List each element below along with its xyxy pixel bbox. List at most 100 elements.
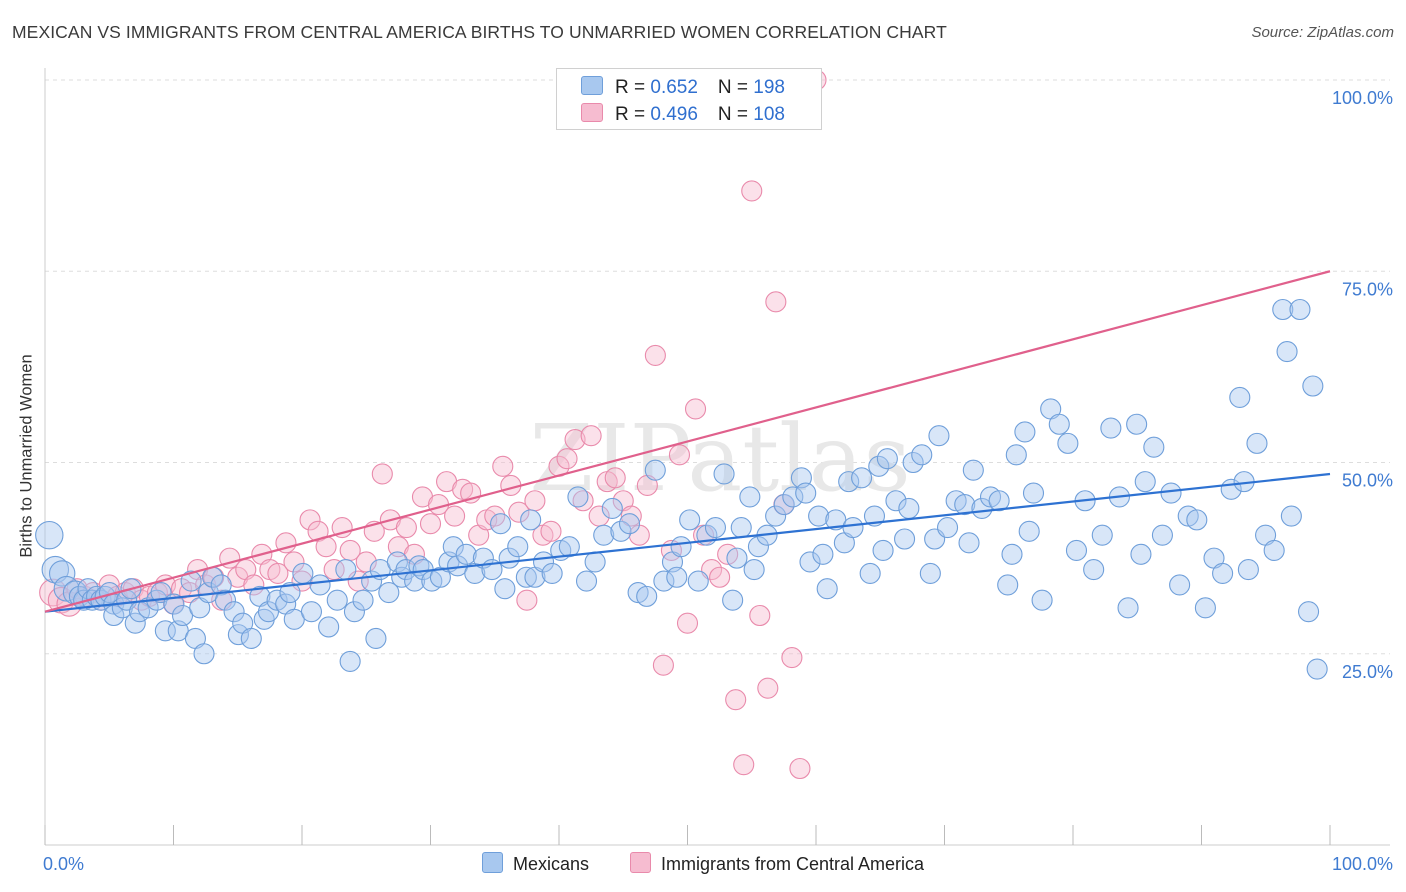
data-point: [781, 647, 803, 669]
data-point: [749, 604, 771, 627]
data-point: [558, 536, 580, 558]
data-point: [1057, 432, 1079, 454]
data-point: [808, 505, 830, 527]
data-point: [180, 570, 202, 592]
data-point: [492, 455, 514, 477]
data-point: [137, 597, 159, 619]
data-point: [1306, 658, 1328, 680]
blue-swatch: [482, 852, 503, 873]
data-point: [490, 513, 512, 535]
data-point: [1014, 421, 1036, 443]
data-point: [739, 486, 761, 508]
data-point: [725, 689, 747, 711]
data-point: [575, 570, 598, 592]
data-point: [1117, 597, 1139, 619]
data-point: [704, 516, 727, 539]
data-point: [455, 543, 477, 565]
data-point: [1048, 413, 1070, 435]
data-point: [928, 425, 950, 447]
data-point: [395, 516, 417, 539]
y-tick-label: 100.0%: [1332, 88, 1393, 108]
data-point: [292, 562, 314, 584]
data-point: [713, 463, 735, 485]
trend-line-immigrants: [44, 270, 1331, 613]
data-point: [668, 444, 691, 466]
n-label: N =: [717, 77, 754, 98]
r-label: R =: [615, 77, 651, 98]
data-point: [335, 559, 357, 581]
data-point: [214, 589, 237, 611]
data-point: [1126, 413, 1148, 435]
watermark: ZIPatlas: [529, 405, 910, 512]
data-point: [279, 581, 301, 604]
r-value: 0.496: [650, 104, 698, 125]
data-point: [1018, 520, 1040, 542]
r-value: 0.652: [650, 77, 698, 98]
y-tick-label: 25.0%: [1342, 662, 1393, 682]
data-point: [223, 601, 245, 623]
axes: [44, 68, 1390, 846]
data-point: [193, 643, 215, 665]
data-point: [371, 463, 393, 485]
data-point: [644, 459, 666, 481]
data-point: [1005, 444, 1027, 466]
data-point: [1001, 543, 1023, 565]
data-point: [103, 604, 125, 627]
grid-lines: [45, 79, 1390, 655]
data-point: [352, 589, 374, 611]
data-point: [962, 459, 984, 481]
data-point: [355, 551, 377, 573]
trend-line-mexicans: [44, 472, 1331, 613]
data-point: [795, 482, 817, 504]
data-point: [1022, 482, 1045, 504]
chart-title: MEXICAN VS IMMIGRANTS FROM CENTRAL AMERI…: [12, 22, 947, 42]
data-point: [1276, 341, 1298, 363]
data-point: [644, 344, 666, 366]
data-point: [894, 528, 916, 550]
data-point: [1134, 471, 1156, 493]
data-point: [782, 486, 804, 508]
data-point: [652, 654, 674, 676]
data-point: [1212, 562, 1234, 584]
y-tick-label: 75.0%: [1342, 279, 1393, 299]
data-point: [1237, 559, 1259, 581]
data-point: [885, 490, 907, 512]
data-point: [876, 448, 898, 470]
data-point: [1263, 539, 1285, 562]
data-point: [275, 532, 297, 554]
data-point: [1091, 524, 1113, 546]
data-point: [1031, 589, 1053, 611]
data-point: [765, 291, 787, 313]
data-point: [154, 620, 176, 642]
data-point: [747, 536, 769, 558]
data-point: [872, 539, 894, 562]
data-point: [1065, 539, 1088, 562]
legend-label: Mexicans: [513, 854, 590, 874]
legend-stats: R = 0.652 N = 198 R = 0.496 N = 108: [556, 68, 822, 130]
data-point: [636, 585, 658, 607]
data-point: [610, 520, 632, 542]
data-point: [343, 601, 365, 623]
n-label: N =: [717, 104, 754, 125]
data-point: [666, 566, 688, 588]
data-point: [1298, 601, 1320, 623]
x-tick-label: 100.0%: [1332, 854, 1393, 874]
data-point: [687, 570, 709, 592]
data-point: [541, 562, 563, 584]
data-point: [507, 536, 529, 558]
y-tick-label: 50.0%: [1342, 471, 1393, 491]
pink-swatch: [630, 852, 651, 873]
data-point: [1100, 417, 1122, 439]
data-point: [911, 444, 933, 466]
data-point: [48, 560, 76, 587]
data-point: [124, 612, 146, 634]
data-point: [684, 398, 707, 420]
data-point: [580, 425, 602, 447]
data-point: [494, 578, 516, 600]
data-point: [789, 757, 811, 780]
data-point: [1194, 597, 1216, 619]
data-point: [520, 509, 542, 531]
data-point: [564, 428, 586, 451]
data-point: [799, 551, 821, 573]
